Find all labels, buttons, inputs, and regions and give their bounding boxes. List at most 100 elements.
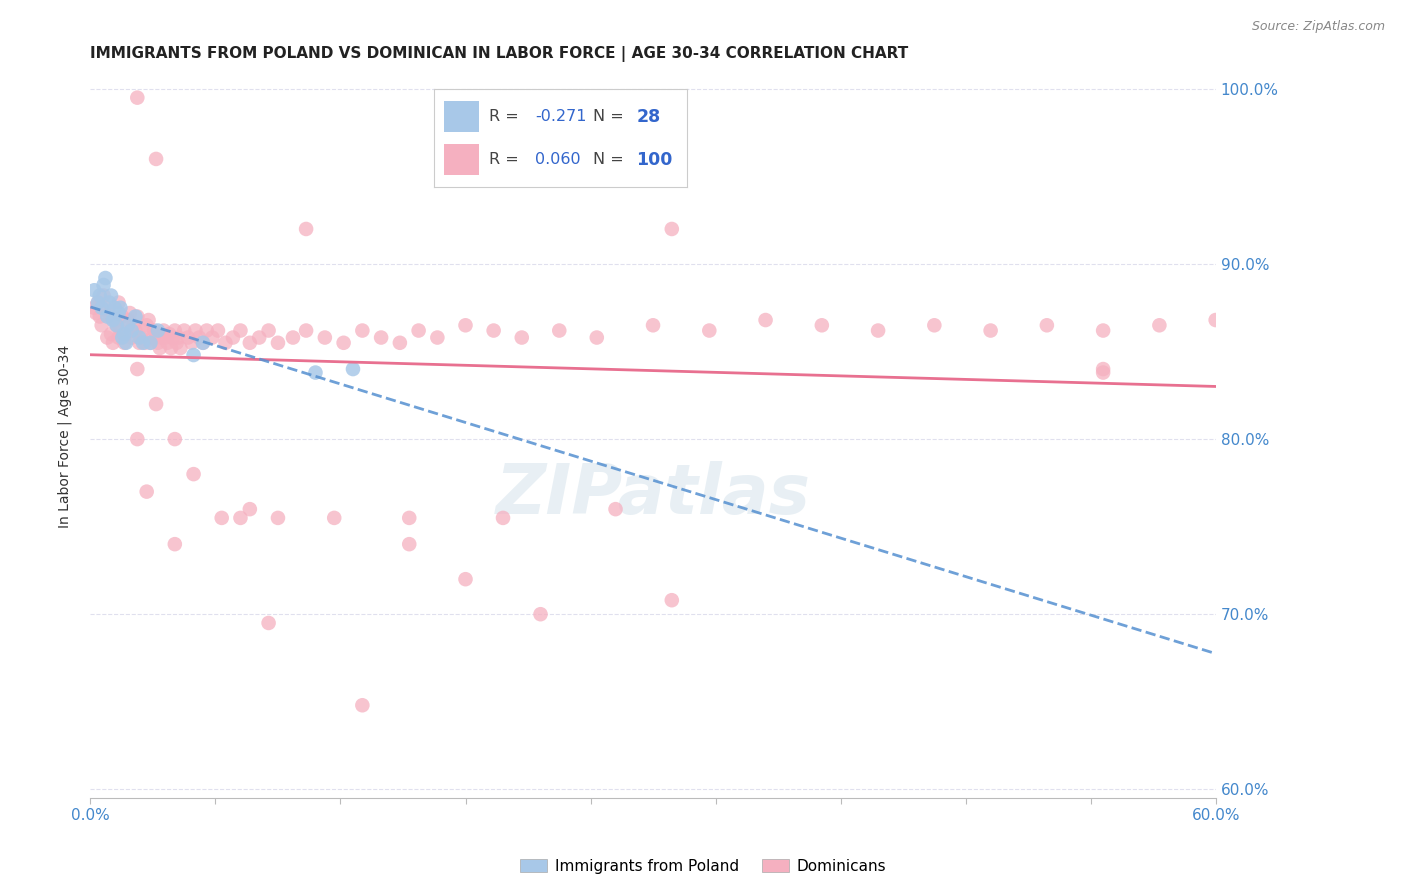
- Point: [222, 330, 245, 344]
- Point: [127, 90, 149, 104]
- Legend: Immigrants from Poland, Dominicans: Immigrants from Poland, Dominicans: [513, 853, 893, 880]
- Point: [129, 330, 152, 344]
- Point: [229, 324, 252, 338]
- Point: [980, 324, 1002, 338]
- Point: [117, 313, 139, 327]
- Point: [93, 278, 115, 293]
- Point: [169, 341, 191, 355]
- Point: [492, 511, 515, 525]
- Point: [101, 313, 124, 327]
- Point: [868, 324, 890, 338]
- Point: [167, 330, 190, 344]
- Point: [163, 432, 186, 446]
- Point: [111, 330, 134, 344]
- Point: [128, 330, 150, 344]
- Point: [697, 324, 720, 338]
- Point: [105, 318, 128, 333]
- Point: [184, 324, 207, 338]
- Point: [145, 326, 167, 341]
- Text: ZIPatlas: ZIPatlas: [495, 461, 810, 528]
- Point: [93, 288, 115, 302]
- Point: [641, 318, 664, 333]
- Point: [83, 283, 105, 297]
- Point: [426, 330, 449, 344]
- Point: [115, 335, 138, 350]
- Point: [143, 324, 166, 338]
- Point: [156, 335, 179, 350]
- Point: [370, 330, 392, 344]
- Point: [191, 335, 214, 350]
- Point: [755, 313, 778, 327]
- Point: [352, 698, 374, 713]
- Point: [924, 318, 946, 333]
- Point: [121, 324, 143, 338]
- Text: Source: ZipAtlas.com: Source: ZipAtlas.com: [1251, 20, 1385, 33]
- Point: [87, 295, 110, 310]
- Point: [398, 537, 420, 551]
- Point: [145, 397, 167, 411]
- Point: [107, 295, 129, 310]
- Point: [162, 330, 184, 344]
- Point: [83, 301, 105, 315]
- Point: [134, 335, 156, 350]
- Point: [94, 271, 117, 285]
- Point: [166, 335, 188, 350]
- Point: [121, 330, 143, 344]
- Point: [150, 330, 173, 344]
- Point: [90, 301, 112, 315]
- Point: [529, 607, 551, 622]
- Point: [180, 335, 202, 350]
- Point: [128, 335, 150, 350]
- Point: [98, 295, 121, 310]
- Point: [127, 310, 149, 324]
- Point: [139, 335, 162, 350]
- Point: [139, 335, 162, 350]
- Point: [135, 318, 157, 333]
- Point: [105, 318, 128, 333]
- Point: [1205, 313, 1227, 327]
- Point: [87, 295, 110, 310]
- Point: [332, 335, 354, 350]
- Point: [132, 335, 155, 350]
- Y-axis label: In Labor Force | Age 30-34: In Labor Force | Age 30-34: [58, 345, 72, 528]
- Point: [1149, 318, 1171, 333]
- Point: [96, 310, 118, 324]
- Point: [454, 572, 477, 586]
- Point: [84, 306, 107, 320]
- Point: [115, 326, 138, 341]
- Point: [101, 335, 124, 350]
- Point: [163, 537, 186, 551]
- Point: [323, 511, 346, 525]
- Point: [188, 330, 211, 344]
- Point: [1036, 318, 1059, 333]
- Point: [163, 324, 186, 338]
- Point: [295, 324, 318, 338]
- Point: [239, 502, 262, 516]
- Point: [191, 335, 214, 350]
- Point: [295, 222, 318, 236]
- Point: [605, 502, 627, 516]
- Point: [267, 511, 290, 525]
- Point: [90, 318, 112, 333]
- Point: [229, 511, 252, 525]
- Point: [146, 335, 169, 350]
- Point: [145, 152, 167, 166]
- Point: [96, 330, 118, 344]
- Point: [1092, 362, 1115, 376]
- Point: [388, 335, 411, 350]
- Point: [257, 324, 280, 338]
- Point: [107, 330, 129, 344]
- Point: [239, 335, 262, 350]
- Point: [110, 324, 132, 338]
- Point: [661, 222, 683, 236]
- Point: [146, 324, 169, 338]
- Point: [173, 324, 195, 338]
- Point: [1092, 366, 1115, 380]
- Point: [138, 313, 160, 327]
- Point: [195, 324, 218, 338]
- Point: [89, 288, 111, 302]
- Point: [1092, 324, 1115, 338]
- Point: [585, 330, 607, 344]
- Point: [100, 288, 122, 302]
- Point: [183, 467, 205, 482]
